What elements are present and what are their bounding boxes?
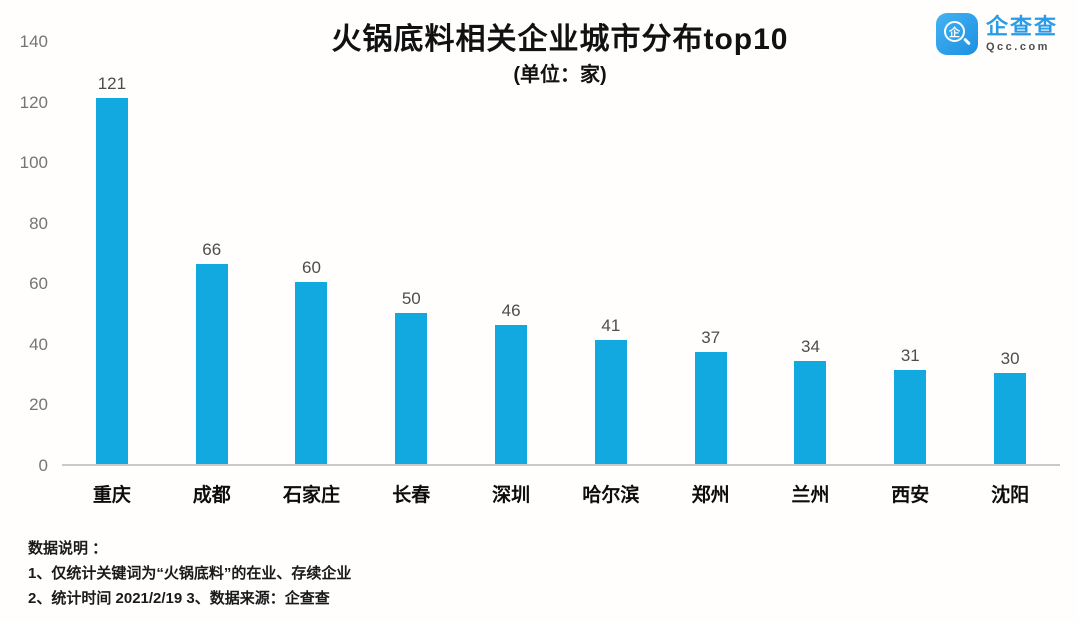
bar (95, 97, 128, 464)
notes-line-1: 1、仅统计关键词为“火锅底料”的在业、存续企业 (28, 565, 352, 582)
y-tick-label: 40 (29, 334, 48, 354)
notes-line-2: 2、统计时间 2021/2/19 3、数据来源：企查查 (28, 590, 330, 607)
y-tick-label: 60 (29, 274, 48, 294)
bar-value-label: 34 (801, 337, 820, 357)
bar-slot: 46 (461, 42, 561, 464)
qcc-logo: 企 企查查 Qcc.com (935, 13, 1058, 55)
bar-value-label: 31 (900, 346, 920, 366)
bar-value-label: 30 (1000, 349, 1020, 369)
bar-slot: 37 (661, 42, 761, 464)
y-tick-label: 140 (19, 32, 48, 51)
bar-value-label: 50 (401, 288, 421, 308)
x-axis-labels: 重庆 成都 石家庄 长春 深圳 哈尔滨 郑州 兰州 西安 沈阳 (62, 480, 1060, 507)
x-axis-category-label: 成都 (192, 485, 231, 506)
logo-brand-name: 企查查 (985, 13, 1058, 39)
bar (994, 373, 1027, 464)
bar (195, 264, 228, 464)
bar (495, 324, 528, 464)
chart-title: 火锅底料相关企业城市分布top10 (331, 23, 789, 56)
logo-text: 企查查 Qcc.com (985, 13, 1058, 54)
bar (295, 282, 328, 464)
logo-domain: Qcc.com (985, 41, 1050, 54)
bar (894, 370, 927, 464)
y-tick-label: 100 (19, 153, 48, 173)
x-axis-category-label: 重庆 (92, 485, 131, 506)
magnifier-ring-icon: 企 (943, 21, 965, 42)
y-tick-label: 120 (19, 92, 48, 112)
plot-area: 121 66 60 50 46 41 37 34 31 30 (62, 42, 1060, 466)
x-axis-category-label: 石家庄 (282, 485, 340, 506)
bar-value-label: 37 (701, 327, 721, 347)
bar-slot: 31 (860, 42, 960, 464)
bar-value-label: 60 (302, 258, 321, 278)
x-axis-category-label: 郑州 (691, 485, 730, 506)
bar-value-label: 121 (97, 73, 127, 93)
bar (694, 351, 727, 464)
x-axis-category-label: 哈尔滨 (582, 485, 640, 506)
bar-slot: 30 (960, 42, 1060, 464)
x-axis-category-label: 深圳 (492, 485, 531, 506)
x-axis-category-label: 沈阳 (991, 485, 1030, 506)
x-axis-category-label: 西安 (891, 485, 930, 506)
data-notes: 数据说明 ： 1、仅统计关键词为“火锅底料”的在业、存续企业 2、统计时间 20… (28, 536, 351, 611)
bar (594, 339, 627, 464)
y-tick-label: 20 (29, 395, 48, 415)
bar-slot: 121 (62, 42, 162, 464)
bar-slot: 66 (162, 42, 262, 464)
bar-slot: 60 (262, 42, 362, 464)
bar-value-label: 66 (202, 240, 222, 260)
bar-slot: 41 (561, 42, 661, 464)
bar-slot: 34 (761, 42, 861, 464)
chart-subtitle: (单位：家) (513, 64, 607, 86)
x-axis-category-label: 兰州 (791, 485, 830, 506)
bar-value-label: 41 (601, 315, 621, 335)
notes-heading: 数据说明 ： (28, 540, 108, 557)
y-tick-label: 80 (29, 213, 48, 233)
y-tick-label: 0 (38, 456, 48, 475)
qcc-magnifier-icon: 企 (935, 13, 978, 55)
x-axis-category-label: 长春 (392, 485, 431, 506)
bar-value-label: 46 (501, 300, 521, 320)
bar (794, 361, 827, 464)
bar-slot: 50 (361, 42, 461, 464)
bar (395, 312, 428, 464)
y-axis: 0 20 40 60 80 100 120 140 (0, 32, 48, 475)
